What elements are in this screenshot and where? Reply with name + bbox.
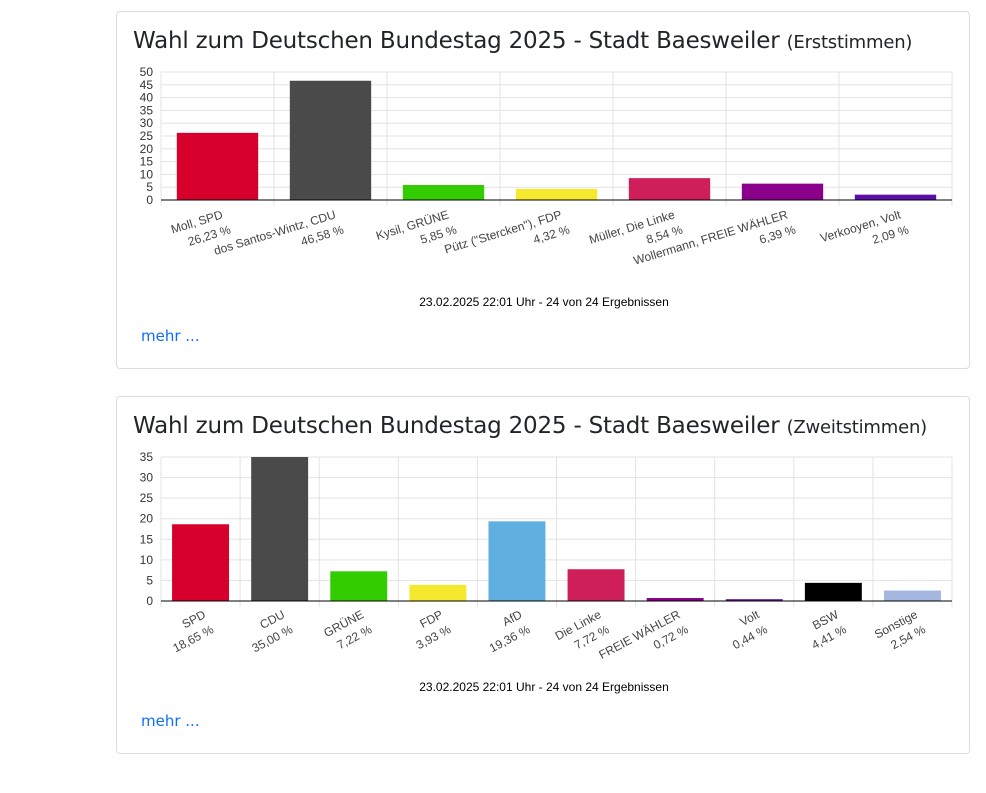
- bar: [172, 524, 230, 601]
- y-tick-label: 30: [140, 471, 154, 485]
- bar: [251, 457, 309, 601]
- bar: [409, 584, 467, 601]
- y-tick-label: 25: [140, 129, 154, 143]
- card-subtitle: (Zweitstimmen): [786, 417, 928, 438]
- card-title: Wahl zum Deutschen Bundestag 2025 - Stad…: [133, 28, 913, 54]
- bar: [289, 80, 372, 200]
- bar: [883, 590, 941, 601]
- bar: [854, 194, 937, 200]
- y-tick-label: 35: [140, 103, 154, 117]
- bar: [741, 183, 824, 200]
- erststimmen-card: Wahl zum Deutschen Bundestag 2025 - Stad…: [116, 11, 970, 369]
- y-tick-label: 40: [140, 91, 154, 105]
- x-value-label: 3,93 %: [414, 622, 454, 652]
- bar: [402, 185, 485, 200]
- y-tick-label: 20: [140, 512, 154, 526]
- y-tick-label: 50: [140, 65, 154, 79]
- y-tick-label: 45: [140, 78, 154, 92]
- y-tick-label: 0: [146, 193, 153, 207]
- more-link[interactable]: mehr ...: [141, 327, 200, 345]
- y-tick-label: 30: [140, 116, 154, 130]
- y-tick-label: 5: [146, 180, 153, 194]
- y-tick-label: 15: [140, 155, 154, 169]
- bar: [628, 178, 711, 200]
- bar: [646, 598, 704, 601]
- result-status: 23.02.2025 22:01 Uhr - 24 von 24 Ergebni…: [419, 295, 669, 309]
- bar: [567, 569, 625, 601]
- result-status: 23.02.2025 22:01 Uhr - 24 von 24 Ergebni…: [419, 680, 669, 694]
- bar: [725, 599, 783, 601]
- bar: [488, 521, 546, 601]
- y-tick-label: 5: [146, 573, 153, 587]
- y-tick-label: 20: [140, 142, 154, 156]
- card-subtitle: (Erststimmen): [786, 32, 913, 53]
- zweitstimmen-card: Wahl zum Deutschen Bundestag 2025 - Stad…: [116, 396, 970, 754]
- y-tick-label: 10: [140, 167, 154, 181]
- bar: [330, 571, 388, 601]
- bar: [804, 582, 862, 601]
- y-tick-label: 0: [146, 594, 153, 608]
- more-link[interactable]: mehr ...: [141, 712, 200, 730]
- bar: [176, 132, 259, 200]
- bar: [515, 188, 598, 200]
- y-tick-label: 35: [140, 450, 154, 464]
- x-value-label: 0,44 %: [730, 622, 770, 652]
- y-tick-label: 10: [140, 553, 154, 567]
- card-title: Wahl zum Deutschen Bundestag 2025 - Stad…: [133, 413, 927, 439]
- y-tick-label: 15: [140, 532, 154, 546]
- y-tick-label: 25: [140, 491, 154, 505]
